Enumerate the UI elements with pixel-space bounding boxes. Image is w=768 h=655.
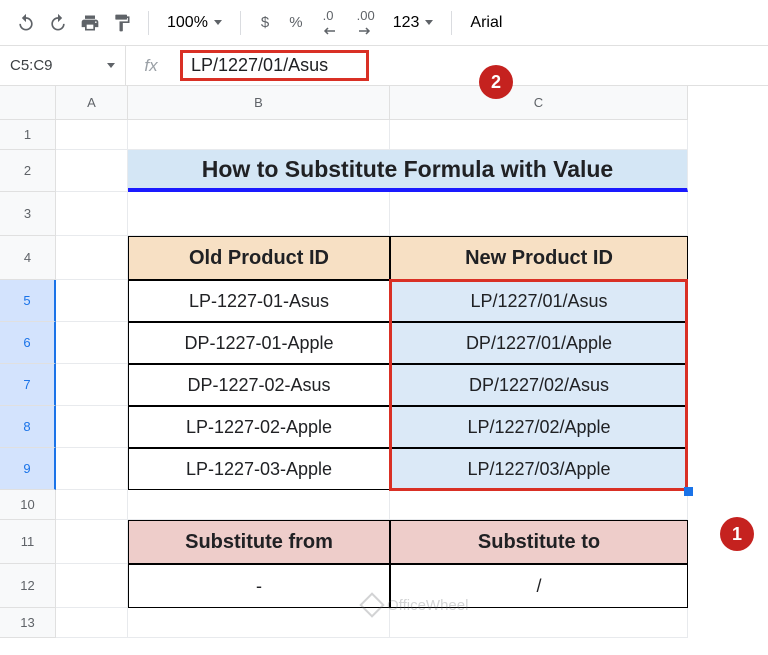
toolbar: 100% $ % .0 .00 123 Arial xyxy=(0,0,768,46)
cell[interactable] xyxy=(128,490,390,520)
row-header[interactable]: 8 xyxy=(0,406,56,448)
row-headers: 1 2 3 4 5 6 7 8 9 10 11 12 13 xyxy=(0,120,56,638)
font-dropdown[interactable]: Arial xyxy=(464,14,508,32)
sheet-area: A B C 1 2 3 4 5 6 7 8 9 10 11 12 13 How … xyxy=(0,86,768,655)
cell[interactable] xyxy=(56,150,128,192)
separator xyxy=(451,11,452,35)
row-header[interactable]: 9 xyxy=(0,448,56,490)
grid: How to Substitute Formula with Value Old… xyxy=(56,120,688,638)
cell[interactable] xyxy=(128,192,390,236)
cell-new[interactable]: LP/1227/03/Apple xyxy=(390,448,688,490)
select-all-corner[interactable] xyxy=(0,86,56,120)
font-name: Arial xyxy=(470,14,502,32)
formula-input[interactable]: LP/1227/01/Asus xyxy=(176,50,768,81)
sub-from-value[interactable]: - xyxy=(128,564,390,608)
cell[interactable] xyxy=(56,520,128,564)
cell-new[interactable]: LP/1227/02/Apple xyxy=(390,406,688,448)
row-header[interactable]: 2 xyxy=(0,150,56,192)
row-header[interactable]: 10 xyxy=(0,490,56,520)
cell[interactable] xyxy=(56,406,128,448)
formula-value: LP/1227/01/Asus xyxy=(180,50,369,81)
increase-decimal-button[interactable]: .00 xyxy=(349,8,383,38)
num-fmt-label: 123 xyxy=(393,14,420,32)
row-header[interactable]: 11 xyxy=(0,520,56,564)
cell-old[interactable]: DP-1227-01-Apple xyxy=(128,322,390,364)
cell[interactable] xyxy=(56,490,128,520)
undo-icon[interactable] xyxy=(12,9,40,37)
column-header-c[interactable]: C xyxy=(390,86,688,120)
cell[interactable] xyxy=(128,120,390,150)
cell[interactable] xyxy=(56,120,128,150)
separator xyxy=(240,11,241,35)
formula-bar: C5:C9 fx LP/1227/01/Asus xyxy=(0,46,768,86)
callout-2: 2 xyxy=(479,65,513,99)
chevron-down-icon xyxy=(214,20,222,25)
row-header[interactable]: 13 xyxy=(0,608,56,638)
title-cell[interactable]: How to Substitute Formula with Value xyxy=(128,150,688,192)
cell[interactable] xyxy=(56,280,128,322)
fx-icon: fx xyxy=(126,56,176,76)
column-header-b[interactable]: B xyxy=(128,86,390,120)
watermark-text: OfficeWheel xyxy=(387,597,468,614)
row-header[interactable]: 12 xyxy=(0,564,56,608)
cell[interactable] xyxy=(390,490,688,520)
separator xyxy=(148,11,149,35)
cell[interactable] xyxy=(128,608,390,638)
cell-old[interactable]: DP-1227-02-Asus xyxy=(128,364,390,406)
cell-old[interactable]: LP-1227-02-Apple xyxy=(128,406,390,448)
row-header[interactable]: 3 xyxy=(0,192,56,236)
redo-icon[interactable] xyxy=(44,9,72,37)
decrease-decimal-button[interactable]: .0 xyxy=(315,8,345,38)
selection-handle[interactable] xyxy=(684,487,693,496)
cell-new[interactable]: DP/1227/01/Apple xyxy=(390,322,688,364)
print-icon[interactable] xyxy=(76,9,104,37)
cell[interactable] xyxy=(56,564,128,608)
cell-old[interactable]: LP-1227-03-Apple xyxy=(128,448,390,490)
name-box[interactable]: C5:C9 xyxy=(0,46,126,85)
header-old[interactable]: Old Product ID xyxy=(128,236,390,280)
paint-format-icon[interactable] xyxy=(108,9,136,37)
callout-1: 1 xyxy=(720,517,754,551)
cell-new[interactable]: DP/1227/02/Asus xyxy=(390,364,688,406)
zoom-dropdown[interactable]: 100% xyxy=(161,14,228,32)
cell[interactable] xyxy=(56,448,128,490)
column-headers: A B C xyxy=(56,86,688,120)
name-box-value: C5:C9 xyxy=(10,57,53,74)
chevron-down-icon xyxy=(107,63,115,68)
cell[interactable] xyxy=(56,236,128,280)
row-header[interactable]: 6 xyxy=(0,322,56,364)
row-header[interactable]: 7 xyxy=(0,364,56,406)
header-new[interactable]: New Product ID xyxy=(390,236,688,280)
column-header-a[interactable]: A xyxy=(56,86,128,120)
cell[interactable] xyxy=(56,364,128,406)
cell[interactable] xyxy=(56,322,128,364)
row-header[interactable]: 5 xyxy=(0,280,56,322)
cell[interactable] xyxy=(390,120,688,150)
watermark: OfficeWheel xyxy=(363,596,468,614)
zoom-value: 100% xyxy=(167,14,208,32)
cell[interactable] xyxy=(390,192,688,236)
sub-to-header[interactable]: Substitute to xyxy=(390,520,688,564)
chevron-down-icon xyxy=(425,20,433,25)
cell[interactable] xyxy=(56,192,128,236)
number-format-dropdown[interactable]: 123 xyxy=(387,14,440,32)
percent-button[interactable]: % xyxy=(281,14,310,31)
sub-from-header[interactable]: Substitute from xyxy=(128,520,390,564)
watermark-icon xyxy=(359,592,384,617)
row-header[interactable]: 1 xyxy=(0,120,56,150)
cell-new[interactable]: LP/1227/01/Asus xyxy=(390,280,688,322)
cell[interactable] xyxy=(56,608,128,638)
cell-old[interactable]: LP-1227-01-Asus xyxy=(128,280,390,322)
row-header[interactable]: 4 xyxy=(0,236,56,280)
currency-button[interactable]: $ xyxy=(253,14,277,31)
